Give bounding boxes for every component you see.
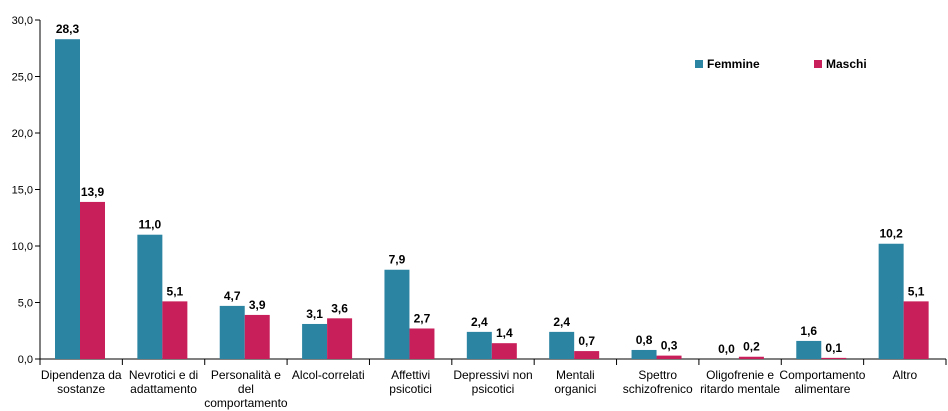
bar-maschi [821, 357, 847, 359]
data-label: 2,7 [414, 311, 431, 325]
data-label: 2,4 [553, 315, 570, 329]
y-tick-label: 25,0 [12, 72, 33, 84]
category-label-line: comportamento [204, 396, 288, 410]
bar-femmine [384, 269, 410, 359]
bar-maschi [80, 201, 105, 359]
data-label: 0,0 [718, 342, 735, 356]
data-label: 0,1 [825, 341, 842, 355]
category-label-line: Comportamento [779, 368, 865, 382]
data-label: 13,9 [81, 185, 105, 199]
y-tick-label: 20,0 [12, 128, 33, 140]
data-label: 5,1 [167, 284, 184, 298]
legend-swatch-maschi [814, 60, 822, 68]
category-label-line: sostanze [57, 382, 105, 396]
data-label: 0,3 [661, 339, 678, 353]
bar-femmine [302, 323, 328, 359]
category-label-line: Altro [892, 368, 917, 382]
data-label: 0,2 [743, 340, 760, 354]
bars [55, 39, 929, 360]
data-labels: 28,3 11,0 4,7 3,1 7,9 2,4 2,4 0,8 0,0 1,6 10,2 13,9… [56, 22, 925, 356]
category-label-line: psicotici [389, 382, 432, 396]
data-label: 3,1 [306, 307, 323, 321]
y-tick-label: 0,0 [18, 354, 33, 366]
data-label: 11,0 [139, 218, 162, 232]
bar-maschi [656, 355, 682, 359]
data-label: 3,6 [331, 301, 348, 315]
bar-maschi [738, 356, 764, 359]
bar-femmine [878, 243, 904, 359]
data-label: 2,4 [471, 315, 488, 329]
data-label: 5,1 [908, 284, 925, 298]
data-label: 0,8 [636, 333, 653, 347]
data-label: 7,9 [389, 253, 406, 267]
bar-femmine [631, 349, 657, 359]
bar-femmine [549, 331, 575, 359]
category-label-line: Personalità e [211, 368, 281, 382]
category-label: Dipendenza da sostanze [41, 368, 122, 396]
category-label: Oligofrenie e ritardo mentale [700, 368, 780, 396]
category-label: Personalità e del comportamento [204, 368, 288, 410]
bar-maschi [903, 301, 929, 359]
data-label: 1,4 [496, 326, 513, 340]
axes: 0,0 5,0 10,0 15,0 20,0 25,0 30,0 [12, 15, 947, 366]
category-label-line: alimentare [794, 382, 850, 396]
category-label-line: Alcol-correlati [292, 368, 365, 382]
category-label: Depressivi non psicotici [453, 368, 532, 396]
category-label-line: Affettivi [391, 368, 430, 382]
category-label: Comportamento alimentare [779, 368, 865, 396]
category-label-line: Oligofrenie e [706, 368, 774, 382]
legend-swatch-femmine [695, 60, 703, 68]
bar-femmine [796, 340, 822, 359]
category-label-line: psicotici [472, 382, 515, 396]
legend: Femmine Maschi [695, 57, 867, 71]
category-label-line: Nevrotici e di [129, 368, 198, 382]
data-label: 28,3 [56, 22, 80, 36]
bar-femmine [55, 39, 80, 360]
y-tick-label: 5,0 [18, 298, 33, 310]
bar-maschi [491, 343, 517, 359]
bar-femmine [219, 305, 245, 359]
bar-maschi [409, 328, 435, 359]
y-tick-label: 10,0 [12, 241, 33, 253]
bar-maschi [574, 351, 600, 359]
data-label: 1,6 [800, 324, 817, 338]
bar-maschi [162, 301, 188, 359]
category-label-line: ritardo mentale [700, 382, 780, 396]
data-label: 10,2 [879, 227, 903, 241]
category-label: Nevrotici e di adattamento [129, 368, 198, 396]
bar-maschi [244, 314, 270, 359]
data-label: 0,7 [578, 334, 595, 348]
y-tick-label: 30,0 [12, 15, 33, 27]
bar-maschi [327, 318, 353, 359]
category-label: Affettivi psicotici [389, 368, 432, 396]
category-label-line: Spettro [638, 368, 677, 382]
category-label-line: Depressivi non [453, 368, 532, 382]
category-label: Alcol-correlati [292, 368, 365, 382]
category-label-line: schizofrenico [623, 382, 693, 396]
legend-label-femmine: Femmine [707, 57, 760, 71]
category-label: Spettro schizofrenico [623, 368, 693, 396]
category-label-line: Dipendenza da [41, 368, 122, 382]
data-label: 3,9 [249, 298, 266, 312]
category-label-line: Mentali [556, 368, 595, 382]
category-label-line: organici [554, 382, 596, 396]
data-label: 4,7 [224, 289, 241, 303]
bar-femmine [466, 331, 492, 359]
category-label: Altro [892, 368, 917, 382]
y-tick-label: 15,0 [12, 185, 33, 197]
legend-label-maschi: Maschi [826, 57, 867, 71]
category-label-line: del [238, 382, 254, 396]
category-label-line: adattamento [130, 382, 197, 396]
bar-femmine [137, 234, 163, 359]
category-label: Mentali organici [554, 368, 596, 396]
